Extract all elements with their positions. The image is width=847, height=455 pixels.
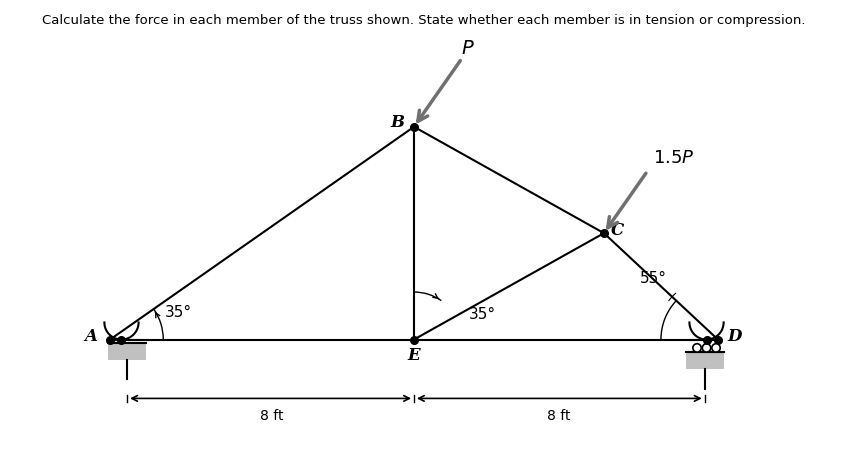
Bar: [108, 344, 147, 360]
Circle shape: [693, 344, 701, 352]
Text: A: A: [85, 328, 97, 345]
Text: C: C: [611, 222, 624, 238]
Text: D: D: [728, 328, 742, 345]
Text: $1.5P$: $1.5P$: [653, 149, 695, 167]
Text: Calculate the force in each member of the truss shown. State whether each member: Calculate the force in each member of th…: [42, 14, 805, 27]
Text: 35°: 35°: [165, 305, 192, 320]
Circle shape: [702, 344, 711, 352]
Text: E: E: [407, 347, 420, 364]
Text: 8 ft: 8 ft: [546, 409, 570, 423]
Text: B: B: [390, 115, 404, 131]
Text: 55°: 55°: [639, 271, 667, 286]
Bar: [685, 352, 723, 369]
Text: 8 ft: 8 ft: [260, 409, 283, 423]
Text: 35°: 35°: [469, 307, 496, 322]
Text: $P$: $P$: [461, 39, 474, 58]
Circle shape: [711, 344, 720, 352]
